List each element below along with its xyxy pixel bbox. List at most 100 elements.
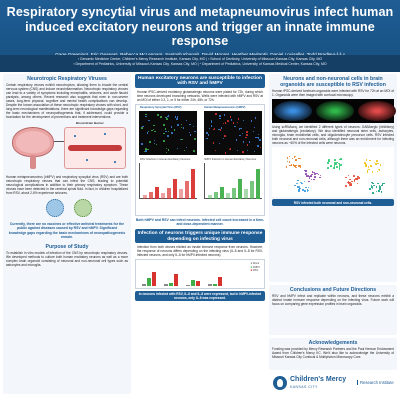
- microscopy-cell-dot: [255, 136, 257, 139]
- microscopy-cell-dot: [194, 138, 196, 140]
- section-title-neurotropic: Neurotropic Respiratory Viruses: [27, 76, 107, 82]
- umap-cell-dot: [373, 184, 375, 187]
- chart-bar: [220, 187, 224, 199]
- umap-cell-dot: [330, 165, 332, 167]
- umap-cell-dot: [358, 177, 361, 179]
- umap-cell-dot: [356, 182, 359, 185]
- microscopy-cell-dot: [242, 119, 245, 122]
- microscopy-cell-dot: [154, 130, 156, 133]
- umap-cell-dot: [294, 155, 297, 158]
- umap-cell-dot: [314, 173, 316, 175]
- umap-cell-dot: [353, 179, 356, 181]
- organoid-image-3: [358, 101, 396, 122]
- umap-cell-dot: [295, 164, 297, 167]
- microscopy-cell-dot: [151, 129, 153, 132]
- umap-cell-dot: [294, 166, 297, 169]
- umap-cell-dot: [305, 173, 307, 175]
- legend-rsv-label: RSV: [252, 269, 259, 273]
- umap-cell-dot: [301, 182, 303, 185]
- umap-cell-dot: [364, 162, 367, 165]
- microscopy-cell-dot: [180, 126, 183, 128]
- umap-cell-dot: [298, 188, 301, 190]
- umap-cell-dot: [336, 161, 338, 163]
- microscopy-cell-dot: [167, 135, 169, 137]
- chart-bar: [161, 193, 165, 199]
- brainstem-illustration: [30, 155, 36, 170]
- umap-cell-dot: [311, 173, 313, 176]
- umap-cell-dot: [304, 190, 306, 192]
- logo-sub-text: KANSAS CITY: [290, 385, 318, 389]
- cytokine-legend: ■ Mock ■ hMPV ■ RSV: [251, 262, 260, 272]
- section-title-acknowledgements: Acknowledgements: [308, 340, 358, 346]
- hmpv-microscopy-grid: [204, 111, 262, 155]
- chart-bar: [238, 179, 242, 199]
- microscopy-cell-dot: [242, 151, 244, 153]
- umap-cell-dot: [327, 159, 330, 162]
- microscopy-cell-dot: [167, 149, 170, 151]
- microscopy-cell-dot: [257, 133, 260, 136]
- cytokine-bar: [164, 284, 168, 287]
- umap-cell-dot: [335, 163, 337, 165]
- microscopy-cell-dot: [219, 117, 221, 120]
- microscopy-cell-dot: [253, 126, 256, 129]
- rsv-microscopy-grid: [139, 111, 197, 155]
- umap-figure: [272, 147, 394, 198]
- neurotropic-section: Neurotropic Respiratory Viruses Certain …: [3, 74, 131, 394]
- microscopy-cell-dot: [165, 151, 168, 154]
- cytokine-bar: [147, 278, 151, 287]
- microscopy-cell-dot: [146, 132, 149, 134]
- umap-cell-dot: [371, 171, 374, 173]
- microscopy-cell-dot: [232, 122, 235, 124]
- umap-cell-dot: [299, 166, 302, 168]
- affiliations: ¹ Genomic Medicine Center, Children's Me…: [0, 55, 400, 72]
- microscopy-cell-dot: [230, 119, 233, 121]
- neurons-text: Human iPSC-derived excitatory glutamater…: [137, 90, 263, 102]
- umap-cell-dot: [305, 175, 308, 177]
- umap-cell-dot: [383, 182, 385, 185]
- microscopy-cell-dot: [153, 142, 156, 145]
- umap-cell-dot: [338, 162, 340, 165]
- microscopy-cell-dot: [257, 145, 259, 147]
- microscopy-cell-dot: [242, 141, 245, 143]
- microscopy-cell-dot: [174, 116, 177, 118]
- chart-bar: [208, 195, 212, 199]
- poster-title-line2: induced excitatory neurons and trigger a…: [25, 19, 375, 49]
- neurons-caption: Both hMPV and RSV can infect neurons. In…: [135, 218, 265, 227]
- panel-a-label: Respiratory Syncytial Virus (RSV): [140, 106, 182, 109]
- umap-cell-dot: [319, 176, 321, 179]
- microscopy-cell-dot: [210, 121, 213, 123]
- microscopy-cell-dot: [224, 135, 226, 137]
- microscopy-cell-dot: [219, 129, 222, 131]
- microscopy-cell-dot: [153, 139, 156, 142]
- vessel-lumen-illustration: [68, 145, 122, 152]
- microscopy-cell-dot: [206, 132, 208, 134]
- virus-particle-icon: [104, 133, 106, 135]
- microscopy-cell-dot: [145, 113, 147, 116]
- umap-cell-dot: [351, 180, 353, 183]
- umap-cell-dot: [349, 181, 351, 184]
- umap-cell-dot: [305, 186, 307, 189]
- umap-cell-dot: [336, 166, 338, 168]
- umap-cell-dot: [348, 182, 350, 184]
- umap-cell-dot: [338, 166, 341, 168]
- umap-cell-dot: [333, 166, 336, 168]
- umap-cell-dot: [372, 182, 374, 185]
- chart-bar: [232, 188, 236, 199]
- acknowledgements-section: Acknowledgements Funding was provided by…: [269, 338, 397, 370]
- umap-cell-dot: [319, 174, 322, 177]
- umap-cell-dot: [370, 184, 373, 187]
- umap-cell-dot: [376, 170, 379, 173]
- umap-cell-dot: [295, 159, 297, 161]
- umap-cell-dot: [375, 163, 377, 165]
- conclusions-section: Conclusions and Future Directions RSV an…: [269, 285, 397, 335]
- microscopy-cell-dot: [208, 127, 211, 130]
- microscopy-cell-dot: [189, 134, 192, 136]
- chart-bar: [185, 181, 189, 199]
- section-title-immune-box: Infection of neurons triggers unique imm…: [135, 229, 265, 244]
- umap-cell-dot: [309, 175, 311, 178]
- umap-cell-dot: [339, 158, 341, 161]
- organoid-caption: RSV infected both neuronal and non-neuro…: [293, 200, 373, 205]
- microscopy-cell-dot: [237, 118, 240, 120]
- umap-cell-dot: [286, 157, 289, 159]
- umap-cell-dot: [296, 182, 299, 185]
